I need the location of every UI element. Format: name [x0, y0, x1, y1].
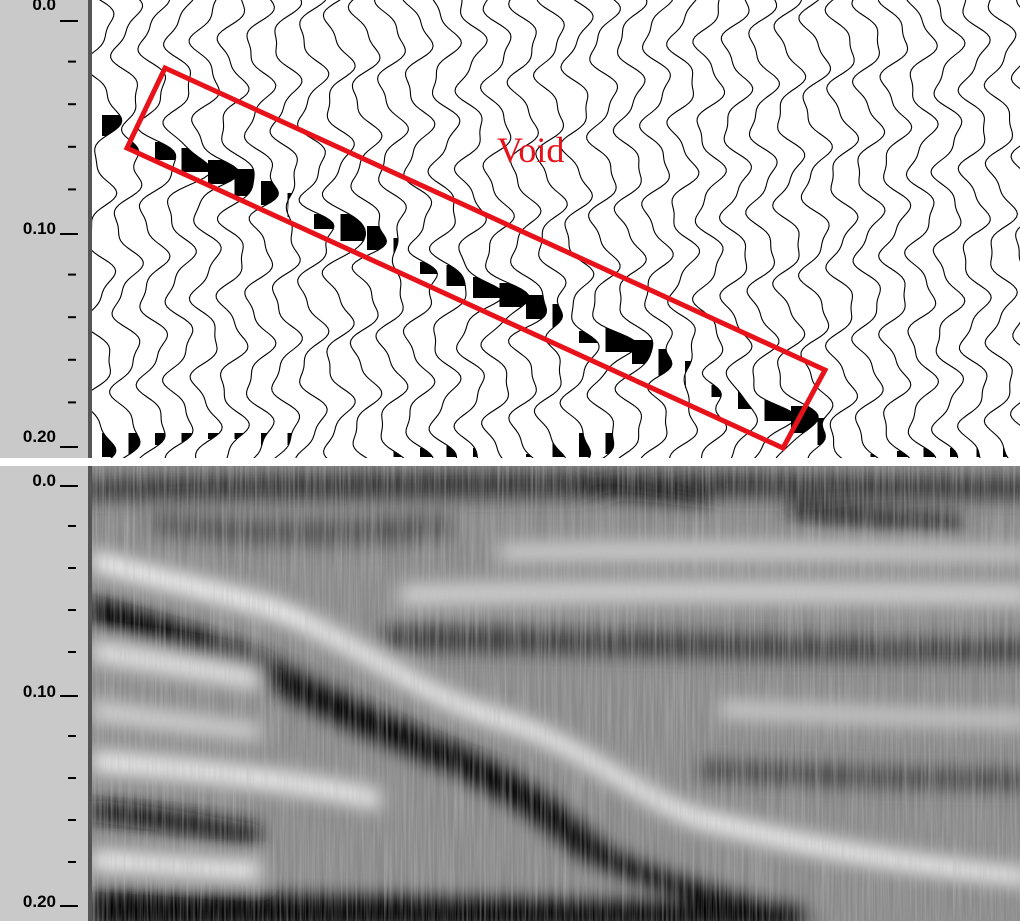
wiggle-fill: [473, 448, 478, 457]
wiggle-trace: [877, 0, 913, 458]
wiggle-fill: [950, 448, 958, 457]
wiggle-trace: [904, 0, 940, 458]
wiggle-fill: [420, 448, 433, 457]
axis-label: 0.0: [32, 471, 56, 490]
axis-label: 0.0: [32, 0, 56, 14]
wiggle-fill: [552, 304, 563, 328]
wiggle-trace: [851, 0, 886, 458]
axis-label: 0.20: [23, 892, 56, 911]
wiggle-fill: [685, 361, 692, 388]
wiggle-fill: [473, 277, 504, 298]
wiggle-trace: [718, 0, 758, 458]
axis-label: 0.10: [23, 682, 56, 701]
wiggle-trace: [692, 0, 728, 458]
bottom-axis-border: [88, 466, 92, 921]
wiggle-fill: [393, 238, 398, 253]
wiggle-fill: [314, 214, 334, 229]
wiggle-fill: [605, 328, 637, 352]
wiggle-fill: [208, 160, 239, 184]
axis-label: 0.20: [23, 427, 56, 446]
wiggle-fill: [102, 115, 122, 136]
wiggle-trace: [374, 0, 409, 458]
wiggle-trace: [453, 0, 505, 458]
wiggle-fill: [340, 214, 366, 241]
wiggle-trace: [295, 0, 335, 458]
void-box: [123, 64, 829, 452]
wiggle-fill: [579, 433, 591, 457]
wiggle-fill: [446, 265, 466, 286]
wiggle-trace: [506, 0, 548, 458]
axis-label: 0.10: [23, 219, 56, 238]
wiggle-trace: [162, 0, 212, 458]
wiggle-trace: [824, 0, 860, 458]
wiggle-trace: [983, 0, 1018, 458]
wiggle-fill: [711, 385, 722, 397]
wiggle-trace: [243, 0, 279, 458]
wiggle-fill: [499, 283, 530, 307]
top-panel: [0, 0, 1020, 458]
wiggle-trace: [215, 0, 255, 458]
wiggle-fill: [526, 295, 547, 319]
wiggle-trace: [666, 0, 701, 458]
wiggle-fill: [605, 433, 614, 454]
wiggle-trace: [479, 0, 530, 458]
wiggle-trace: [612, 0, 654, 458]
wiggle-fill: [897, 451, 909, 457]
wiggle-trace: [1010, 0, 1020, 426]
wiggle-fill: [208, 433, 220, 439]
bottom-axis-strip: [0, 466, 88, 921]
wiggle-fill: [764, 400, 796, 421]
wiggle-fill: [261, 181, 279, 205]
top-axis-strip: [0, 0, 88, 458]
wiggle-fill: [579, 331, 599, 343]
wiggle-fill: [181, 148, 211, 172]
wiggle-fill: [817, 433, 826, 445]
separator: [0, 458, 1020, 466]
wiggle-fill: [420, 262, 438, 274]
top-ticks: [60, 20, 78, 448]
wiggle-trace: [586, 0, 638, 458]
wiggle-trace: [321, 0, 366, 458]
wiggle-fill: [632, 340, 653, 364]
bottom-image: [92, 466, 1020, 921]
wiggle-trace: [772, 0, 819, 458]
wiggle-trace: [559, 0, 600, 458]
wiggle-trace: [957, 0, 992, 458]
wiggle-fill: [102, 433, 116, 457]
wiggle-fill: [923, 448, 936, 457]
void-label: Void: [497, 130, 564, 170]
top-axis-border: [88, 0, 92, 458]
wiggle-fill: [181, 433, 193, 442]
wiggle-fill: [155, 433, 166, 445]
wiggle-fill: [552, 442, 565, 457]
image-texture: [92, 466, 1020, 921]
wiggle-trace: [188, 0, 240, 458]
wiggle-trace: [745, 0, 797, 458]
wiggle-fill: [446, 445, 457, 457]
wiggle-fill: [261, 433, 268, 448]
wiggle-trace: [109, 0, 144, 458]
wiggle-trace: [92, 0, 123, 458]
wiggle-trace: [532, 0, 568, 458]
wiggle-fill: [155, 142, 176, 160]
wiggle-trace: [347, 0, 388, 458]
wiggle-trace: [427, 0, 467, 458]
wiggle-trace: [269, 0, 303, 458]
wiggle-trace: [930, 0, 966, 458]
bottom-ticks: [60, 485, 78, 907]
wiggle-fill: [128, 433, 140, 454]
wiggle-fill: [234, 169, 255, 196]
wiggle-trace: [402, 0, 438, 458]
